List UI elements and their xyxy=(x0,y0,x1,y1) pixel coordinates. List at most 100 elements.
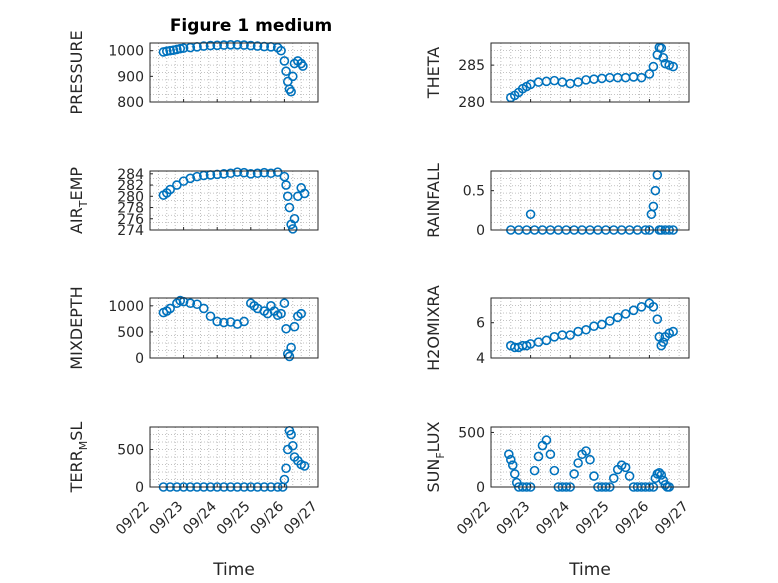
data-point xyxy=(284,351,295,362)
y-axis-label: MIXDEPTH xyxy=(67,286,86,369)
data-point xyxy=(652,314,663,324)
y-axis-label: PRESSURE xyxy=(67,30,86,114)
subplot-h2omixra: 4 6 H2OMIXRA xyxy=(424,285,690,371)
y-tick-label: 0 xyxy=(476,480,485,496)
data-point xyxy=(612,312,623,323)
data-point xyxy=(509,469,520,479)
axes-box xyxy=(490,42,690,103)
series-markers xyxy=(158,167,310,234)
data-point xyxy=(298,61,308,71)
data-point xyxy=(259,167,270,178)
data-point xyxy=(286,429,296,440)
data-point xyxy=(286,342,296,353)
figure-title: Figure 1 medium xyxy=(170,16,332,36)
x-tick-label: 09/25 xyxy=(573,499,613,539)
data-point xyxy=(232,39,243,50)
data-point xyxy=(219,317,229,328)
data-point xyxy=(529,465,540,476)
axes-box xyxy=(149,426,319,488)
data-point xyxy=(541,435,552,445)
axes-box xyxy=(490,170,690,231)
data-point xyxy=(212,40,222,51)
data-point xyxy=(648,302,659,312)
y-axis-label-main: H2OMIXRA xyxy=(424,285,443,371)
data-point xyxy=(239,316,249,327)
data-point xyxy=(272,167,283,177)
data-point xyxy=(668,61,678,72)
data-point xyxy=(658,52,669,63)
data-point xyxy=(620,309,631,319)
data-point xyxy=(198,41,209,51)
data-point xyxy=(281,66,291,77)
data-point xyxy=(239,40,249,50)
axes-box xyxy=(490,297,690,359)
data-point xyxy=(541,335,552,346)
data-point xyxy=(284,202,295,213)
data-point xyxy=(581,446,591,456)
y-axis-label: AIRTEMP xyxy=(67,167,90,234)
y-tick-label: 284 xyxy=(117,167,144,183)
data-point xyxy=(192,299,202,310)
y-tick-label: 0 xyxy=(476,223,485,239)
subplot-rainfall: 0 0.5 RAINFALL xyxy=(424,163,690,239)
data-point xyxy=(545,449,556,460)
data-point xyxy=(656,43,667,53)
data-point xyxy=(299,461,310,471)
series-markers xyxy=(158,295,307,362)
data-point xyxy=(549,465,560,476)
data-point xyxy=(658,337,669,347)
data-point xyxy=(165,184,175,195)
data-point xyxy=(266,168,276,179)
data-point xyxy=(281,180,291,190)
data-point xyxy=(581,324,591,335)
y-axis-label-tail: SL xyxy=(67,422,86,441)
data-point xyxy=(232,167,243,177)
y-axis-label: THETA xyxy=(424,47,443,99)
y-tick-label: 0.5 xyxy=(463,184,485,200)
y-axis-label-subscript: F xyxy=(434,452,447,458)
data-point xyxy=(198,303,209,314)
data-point xyxy=(165,303,175,314)
y-tick-label: 0 xyxy=(135,480,144,496)
data-point xyxy=(246,40,256,51)
data-point xyxy=(175,43,186,54)
data-point xyxy=(252,168,263,179)
data-point xyxy=(212,169,222,180)
data-point xyxy=(205,311,216,322)
y-axis-label: H2OMIXRA xyxy=(424,285,443,371)
y-tick-label: 285 xyxy=(458,58,485,74)
data-point xyxy=(279,298,290,309)
data-point xyxy=(604,316,615,326)
data-point xyxy=(636,72,647,83)
y-tick-label: 278 xyxy=(117,201,144,217)
data-point xyxy=(620,462,631,473)
y-tick-label: 500 xyxy=(117,443,144,459)
x-tick-label: 09/23 xyxy=(494,499,534,539)
data-point xyxy=(569,469,579,479)
y-axis-label-tail: LUX xyxy=(424,421,443,452)
data-point xyxy=(565,330,576,340)
y-axis-label: RAINFALL xyxy=(424,163,443,238)
x-tick-label: 09/23 xyxy=(147,499,187,539)
data-point xyxy=(504,449,514,460)
series-markers xyxy=(505,298,678,353)
data-point xyxy=(507,460,518,470)
data-point xyxy=(286,86,296,97)
y-axis-label-main: TERR xyxy=(67,450,86,493)
x-tick-label: 09/26 xyxy=(612,498,652,538)
grid xyxy=(149,170,319,231)
data-point xyxy=(608,473,619,484)
data-point xyxy=(585,454,595,465)
y-axis-label-main: RAINFALL xyxy=(424,163,443,238)
y-tick-label: 800 xyxy=(117,95,144,111)
x-tick-label: 09/26 xyxy=(247,498,287,538)
data-point xyxy=(165,45,175,56)
data-point xyxy=(589,471,599,481)
x-axis-label: Time xyxy=(212,560,255,580)
grid xyxy=(149,426,319,488)
x-tick-label: 09/22 xyxy=(454,499,494,539)
y-tick-label: 280 xyxy=(117,189,144,205)
data-point xyxy=(533,451,544,462)
